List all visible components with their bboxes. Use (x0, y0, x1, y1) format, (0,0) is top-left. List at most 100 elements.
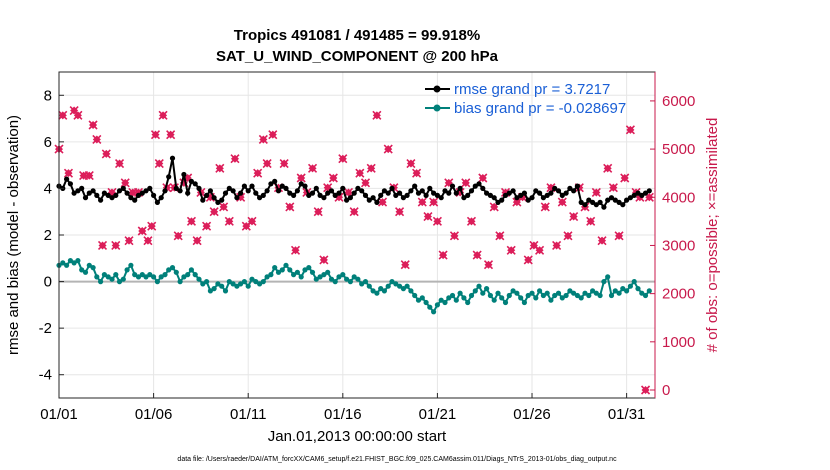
rmse-point (381, 188, 387, 194)
rmse-point (540, 195, 547, 201)
rmse-point (476, 181, 482, 187)
bias-point (548, 297, 554, 303)
obs-count-cross (328, 173, 338, 183)
obs-count-cross (230, 154, 240, 164)
rmse-point (109, 195, 115, 201)
rmse-point (113, 192, 119, 198)
rmse-point (362, 192, 369, 198)
bias-point (415, 297, 422, 303)
left-tick-label: 8 (44, 87, 52, 104)
bias-point (442, 299, 448, 306)
bias-point (283, 262, 289, 268)
rmse-point (442, 188, 448, 194)
rmse-point (64, 176, 70, 182)
obs-count-cross (625, 125, 635, 135)
bias-point (593, 290, 599, 296)
bias-point (215, 281, 221, 287)
bias-point (94, 274, 100, 280)
obs-count-cross (209, 207, 219, 217)
bias-point (158, 274, 164, 280)
right-tick-label: 5000 (662, 141, 695, 158)
rmse-point (586, 197, 592, 203)
rmse-point (188, 178, 194, 184)
rmse-point (79, 185, 85, 191)
obs-count-cross (377, 197, 388, 207)
bias-point (113, 272, 119, 278)
legend-bias-marker (433, 104, 441, 112)
obs-count-cross (372, 110, 382, 120)
bias-point (574, 292, 581, 299)
rmse-point (465, 192, 471, 198)
obs-count-cross (262, 158, 272, 169)
x-axis-label: Jan.01,2013 00:00:00 start (268, 428, 447, 445)
bias-point (309, 269, 316, 275)
bias-point (196, 276, 202, 282)
bias-point (226, 279, 232, 285)
rmse-point (642, 190, 649, 196)
rmse-point (287, 190, 293, 196)
obs-count-cross (563, 231, 573, 241)
rmse-point (75, 188, 81, 194)
bias-point (487, 292, 493, 299)
right-tick-label: 0 (662, 382, 670, 399)
rmse-point (567, 185, 573, 191)
obs-count-cross (307, 163, 318, 173)
bias-point (192, 272, 198, 278)
bias-point (578, 295, 584, 301)
bias-point (502, 299, 509, 306)
rmse-point (101, 190, 107, 196)
obs-count-cross (472, 250, 482, 260)
bias-point (408, 288, 414, 294)
obs-count-cross (224, 216, 234, 226)
obs-count-cross (535, 245, 545, 255)
bias-point (105, 274, 111, 280)
bias-point (389, 279, 395, 285)
left-tick-label: -2 (39, 320, 52, 337)
rmse-point (529, 195, 535, 201)
rmse-point (234, 195, 240, 201)
rmse-point (453, 190, 459, 196)
rmse-point (480, 185, 486, 191)
rmse-point (366, 197, 372, 203)
left-tick-label: -4 (39, 367, 52, 384)
bias-point (476, 283, 482, 289)
bias-point (533, 295, 539, 301)
bias-point (264, 274, 270, 280)
left-tick-label: 2 (44, 227, 52, 244)
rmse-point (177, 188, 183, 194)
obs-count-cross (285, 202, 295, 212)
rmse-point (245, 188, 251, 194)
rmse-point (612, 197, 618, 203)
rmse-point (302, 183, 308, 189)
bias-point (272, 265, 278, 271)
bias-point (151, 274, 157, 280)
rmse-point (412, 183, 418, 189)
bias-point (71, 260, 77, 266)
rmse-point (253, 190, 259, 196)
rmse-point (120, 185, 126, 191)
obs-count-cross (349, 207, 359, 217)
bias-point (431, 309, 437, 315)
legend: rmse grand pr = 3.7217 bias grand pr = -… (425, 81, 626, 117)
obs-count-cross (111, 240, 121, 251)
obs-count-cross (166, 130, 176, 140)
rmse-point (423, 192, 429, 198)
x-tick-label: 01/31 (608, 406, 646, 423)
rmse-point (548, 190, 554, 196)
bias-point (465, 299, 471, 306)
rmse-point (438, 195, 444, 201)
right-tick-label: 1000 (662, 334, 695, 351)
bias-point (120, 276, 126, 282)
rmse-point (434, 192, 440, 198)
bias-point (518, 295, 524, 301)
rmse-point (555, 188, 562, 194)
bias-point (499, 295, 505, 301)
obs-count-cross (114, 158, 125, 169)
rmse-point (449, 183, 456, 189)
rmse-point (355, 185, 361, 191)
rmse-point (272, 178, 278, 184)
rmse-point (351, 190, 357, 196)
rmse-point (200, 197, 206, 203)
bias-point (185, 272, 191, 278)
rmse-point (94, 192, 100, 198)
